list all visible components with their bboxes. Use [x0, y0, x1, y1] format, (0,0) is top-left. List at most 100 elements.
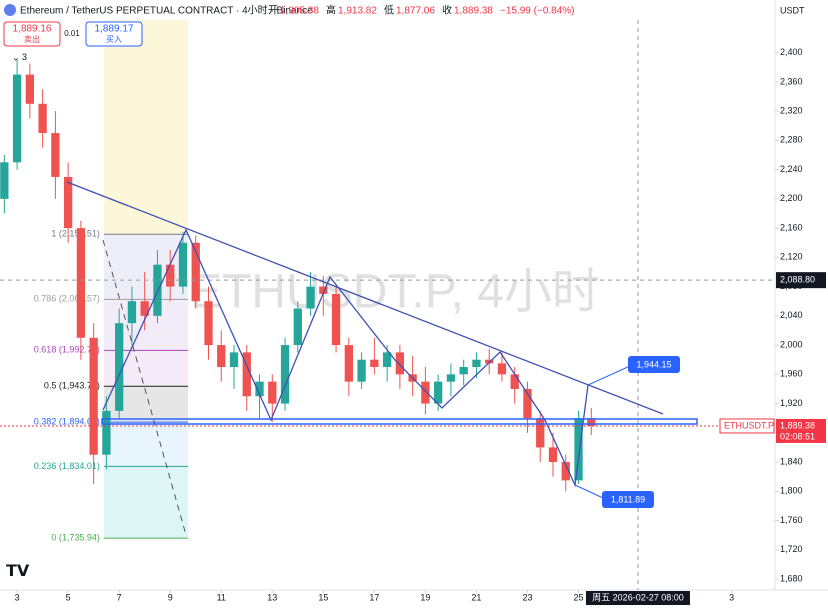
candle-body: [459, 367, 468, 375]
candle-body: [574, 418, 583, 481]
annotation-box: [602, 491, 654, 508]
ohlc-key: 开: [268, 6, 278, 17]
fib-label: 0.236 (1,834.01): [34, 461, 100, 471]
annotation-label: 1,944.15: [636, 359, 671, 369]
x-tick-label: 25: [573, 592, 583, 602]
buy-label: 买入: [106, 35, 122, 44]
x-tick-label: 17: [369, 592, 379, 602]
candle-body: [293, 308, 302, 346]
x-tick-label: 21: [471, 592, 481, 602]
candle-body: [561, 462, 570, 481]
annotation-box: [628, 356, 680, 373]
y-tick-label: 1,760: [780, 515, 803, 525]
candle-body: [344, 345, 353, 382]
spread: 0.01: [64, 29, 80, 38]
candle-body: [166, 264, 175, 287]
sell-label: 卖出: [24, 34, 40, 44]
candle-body: [204, 301, 213, 346]
y-tick-label: 2,040: [780, 310, 803, 320]
fib-label: 0.618 (1,992.77): [34, 345, 100, 355]
ohlc-key: 高: [326, 4, 336, 17]
fib-zone: [103, 466, 189, 539]
symbol-title: Ethereum / TetherUS PERPETUAL CONTRACT ·…: [20, 5, 313, 17]
candle-body: [485, 359, 494, 364]
annotation-label: 1,811.89: [611, 494, 645, 504]
candle-body: [191, 242, 200, 302]
fib-label: 0.5 (1,943.72): [44, 381, 100, 391]
y-tick-label: 1,920: [780, 398, 803, 408]
ohlc-value: 1,889.38: [454, 6, 493, 17]
candle-body: [12, 74, 22, 163]
watermark: ETHUSDT.P, 4小时: [190, 266, 600, 319]
x-tick-label: 13: [267, 592, 277, 602]
dashed-line: [102, 239, 187, 536]
crosshair-time-box: [585, 591, 690, 605]
y-tick-label: 1,840: [780, 456, 803, 466]
indicator-count: ⌄ 3: [12, 52, 27, 62]
candle-body: [446, 374, 456, 382]
x-tick-label: 7: [117, 592, 122, 602]
candle-body: [472, 359, 481, 368]
candle-body: [242, 352, 251, 397]
x-tick-label: 11: [217, 592, 226, 602]
candle-body: [331, 293, 341, 346]
ohlc-key: 低: [384, 4, 394, 17]
candle-body: [280, 345, 290, 404]
symbol-icon: [4, 4, 16, 16]
indicator-count-value: 3: [22, 52, 27, 62]
header: Ethereum / TetherUS PERPETUAL CONTRACT ·…: [3, 4, 805, 580]
candle-body: [38, 103, 47, 134]
candle-body: [63, 176, 73, 229]
connector: [574, 484, 604, 499]
candle-body: [319, 286, 328, 294]
candle-body: [523, 388, 532, 419]
y-tick-label: 2,240: [780, 164, 803, 174]
y-tick-label: 2,120: [780, 252, 803, 262]
fib-zone: [103, 234, 189, 300]
last-price: 1,889.38: [780, 420, 815, 430]
range-box: [101, 418, 698, 425]
last-price-box: [776, 418, 826, 443]
change: −15.99 (−0.84%): [500, 6, 575, 17]
candle-body: [548, 447, 558, 463]
candle-body: [25, 74, 35, 104]
y-tick-label: 1,720: [780, 544, 803, 554]
y-tick-label: 2,360: [780, 76, 803, 86]
x-tick-label: 23: [522, 592, 532, 602]
candle-body: [89, 337, 98, 455]
y-tick-label: 2,280: [780, 135, 803, 145]
candle-body: [587, 418, 596, 426]
candle-body: [421, 381, 430, 404]
buy-button[interactable]: [85, 21, 143, 47]
candle-body: [268, 381, 277, 404]
symbol-box: [719, 418, 775, 434]
candle-body: [153, 264, 162, 316]
x-tick-label: 3: [15, 592, 20, 602]
buy-price: 1,889.17: [95, 24, 134, 35]
candle-body: [382, 352, 392, 368]
candle-body: [370, 359, 379, 368]
ohlc-value: 1,877.06: [396, 6, 435, 17]
x-tick-label: 19: [420, 592, 430, 602]
x-tick-label: 3: [729, 592, 734, 602]
candle-body: [510, 374, 519, 389]
sell-button[interactable]: [3, 21, 61, 47]
y-tick-label: 2,400: [780, 47, 803, 57]
countdown: 02:08:51: [780, 431, 815, 441]
zigzag: [102, 228, 589, 488]
candle-body: [51, 133, 60, 177]
candle-body: [357, 359, 366, 382]
candle-body: [395, 352, 405, 375]
crosshair-time: 周五 2026-02-27 08:00: [592, 592, 684, 602]
fib-zone: [103, 422, 189, 467]
y-tick-label: 2,320: [780, 106, 803, 116]
trend-line: [66, 181, 664, 415]
candle-body: [229, 352, 239, 368]
fib-label: 0 (1,735.94): [51, 533, 100, 543]
candle-body: [434, 381, 443, 404]
candle-body: [255, 381, 264, 397]
candle-body: [536, 418, 545, 448]
y-tick-label: 2,160: [780, 222, 803, 232]
